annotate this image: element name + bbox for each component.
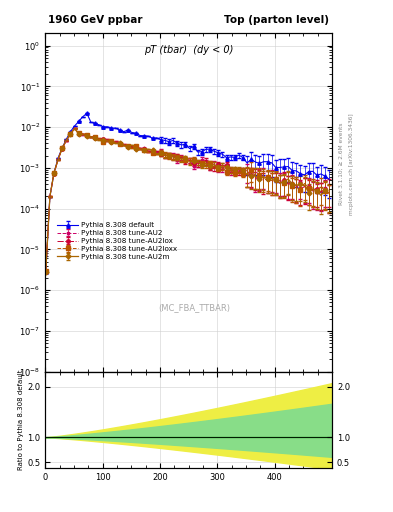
Text: Top (parton level): Top (parton level) (224, 15, 329, 25)
Text: pT (tbar)  (dy < 0): pT (tbar) (dy < 0) (144, 45, 233, 55)
Text: (MC_FBA_TTBAR): (MC_FBA_TTBAR) (158, 303, 230, 312)
Y-axis label: Ratio to Pythia 8.308 default: Ratio to Pythia 8.308 default (18, 370, 24, 471)
Text: 1960 GeV ppbar: 1960 GeV ppbar (48, 15, 143, 25)
Text: mcplots.cern.ch [arXiv:1306.3436]: mcplots.cern.ch [arXiv:1306.3436] (349, 113, 354, 215)
Legend: Pythia 8.308 default, Pythia 8.308 tune-AU2, Pythia 8.308 tune-AU2lox, Pythia 8.: Pythia 8.308 default, Pythia 8.308 tune-… (57, 222, 177, 260)
Text: Rivet 3.1.10; ≥ 2.6M events: Rivet 3.1.10; ≥ 2.6M events (339, 122, 344, 205)
